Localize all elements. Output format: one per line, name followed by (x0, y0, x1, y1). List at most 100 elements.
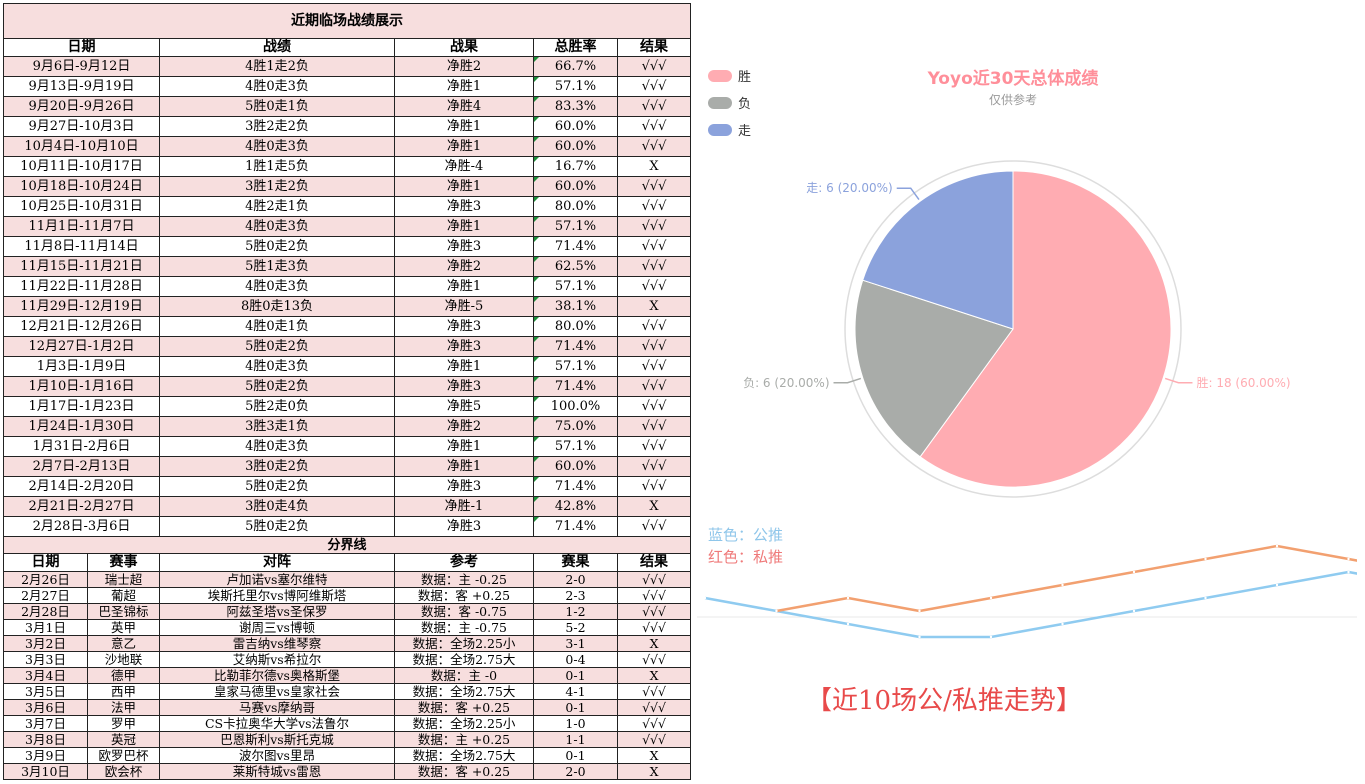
row-net: 净胜4 (394, 96, 534, 117)
row-date: 9月20日-9月26日 (3, 96, 160, 117)
match-score: 1-0 (533, 715, 618, 732)
row-winrate: 42.8% (533, 496, 618, 517)
series-point (989, 596, 993, 600)
row-date: 1月31日-2月6日 (3, 436, 160, 457)
column-header: 对阵 (159, 553, 395, 572)
match-date: 2月28日 (3, 603, 88, 620)
row-result: X (616, 496, 692, 517)
row-result: √√√ (616, 396, 692, 417)
match-league: 瑞士超 (87, 571, 160, 588)
table-title-row: 近期临场战绩展示 (2, 3, 692, 39)
row-net: 净胜1 (394, 136, 534, 157)
match-date: 3月6日 (3, 699, 88, 716)
pie-slice-走 (862, 170, 1014, 330)
match-date: 2月26日 (3, 571, 88, 588)
row-winrate: 80.0% (533, 316, 618, 337)
match-date: 3月5日 (3, 683, 88, 700)
row-result: √√√ (616, 436, 692, 457)
row-record: 8胜0走13负 (159, 296, 395, 317)
row-result: √√√ (616, 516, 692, 537)
row-net: 净胜1 (394, 116, 534, 137)
legend-item-走[interactable]: 走 (708, 116, 751, 143)
match-score: 0-1 (533, 667, 618, 684)
match-result: √√√ (616, 699, 692, 716)
match-league: 德甲 (87, 667, 160, 684)
match-tip: 数据：全场2.75大 (394, 651, 534, 668)
series-point (989, 635, 993, 639)
table-row: 11月15日-11月21日 5胜1走3负 净胜2 62.5% √√√ (3, 256, 692, 277)
table-row: 11月1日-11月7日 4胜0走3负 净胜1 57.1% √√√ (3, 216, 692, 237)
match-league: 罗甲 (87, 715, 160, 732)
legend-item-负[interactable]: 负 (708, 89, 751, 116)
match-tip: 数据：客 +0.25 (394, 699, 534, 716)
legend-item-胜[interactable]: 胜 (708, 62, 751, 89)
table-row: 12月27日-1月2日 5胜0走2负 净胜3 71.4% √√√ (3, 336, 692, 357)
row-record: 4胜1走2负 (159, 56, 395, 77)
row-date: 9月13日-9月19日 (3, 76, 160, 97)
row-date: 1月3日-1月9日 (3, 356, 160, 377)
match-score: 0-4 (533, 651, 618, 668)
row-result: √√√ (616, 56, 692, 77)
match-row: 2月27日 葡超 埃斯托里尔vs博阿维斯塔 数据：客 +0.25 2-3 √√√ (3, 587, 692, 604)
row-net: 净胜1 (394, 276, 534, 297)
row-winrate: 71.4% (533, 476, 618, 497)
row-net: 净胜1 (394, 76, 534, 97)
match-result: X (616, 763, 692, 780)
match-result: √√√ (616, 587, 692, 604)
row-net: 净胜1 (394, 456, 534, 477)
series-line-私推 (776, 544, 1357, 613)
row-net: 净胜3 (394, 476, 534, 497)
match-fixture: 巴恩斯利vs斯托克城 (159, 731, 395, 748)
column-header: 参考 (394, 553, 534, 572)
row-winrate: 60.0% (533, 176, 618, 197)
match-date: 2月27日 (3, 587, 88, 604)
row-record: 4胜0走1负 (159, 316, 395, 337)
series-point (1347, 570, 1350, 574)
match-league: 巴圣锦标 (87, 603, 160, 620)
row-date: 10月4日-10月10日 (3, 136, 160, 157)
row-result: √√√ (616, 476, 692, 497)
table-row: 9月6日-9月12日 4胜1走2负 净胜2 66.7% √√√ (3, 56, 692, 77)
column-header: 日期 (3, 38, 160, 57)
row-winrate: 100.0% (533, 396, 618, 417)
legend-swatch (708, 123, 732, 136)
table-row: 2月14日-2月20日 5胜0走2负 净胜3 71.4% √√√ (3, 476, 692, 497)
match-date: 3月8日 (3, 731, 88, 748)
row-result: X (616, 296, 692, 317)
match-row: 2月26日 瑞士超 卢加诺vs塞尔维特 数据：主 -0.25 2-0 √√√ (3, 571, 692, 588)
row-winrate: 60.0% (533, 116, 618, 137)
row-result: √√√ (616, 256, 692, 277)
match-fixture: 艾纳斯vs希拉尔 (159, 651, 395, 668)
series-point (1275, 583, 1279, 587)
row-result: √√√ (616, 316, 692, 337)
table-row: 9月27日-10月3日 3胜2走2负 净胜1 60.0% √√√ (3, 116, 692, 137)
match-fixture: 莱斯特城vs雷恩 (159, 763, 395, 780)
row-winrate: 57.1% (533, 276, 618, 297)
series-point (775, 609, 778, 613)
match-league: 法甲 (87, 699, 160, 716)
match-tip: 数据：主 -0.75 (394, 619, 534, 636)
row-net: 净胜3 (394, 376, 534, 397)
series-point (918, 609, 921, 613)
match-row: 3月9日 欧罗巴杯 波尔图vs里昂 数据：全场2.75大 0-1 X (3, 747, 692, 764)
table-row: 12月21日-12月26日 4胜0走1负 净胜3 80.0% √√√ (3, 316, 692, 337)
legend-label: 胜 (738, 70, 752, 85)
table-row: 11月22日-11月28日 4胜0走3负 净胜1 57.1% √√√ (3, 276, 692, 297)
match-date: 3月7日 (3, 715, 88, 732)
pie-slice-label: 走: 6 (20.00%) (806, 181, 892, 195)
row-net: 净胜2 (394, 56, 534, 77)
match-result: √√√ (616, 603, 692, 620)
series-point (846, 622, 850, 626)
table-row: 1月3日-1月9日 4胜0走3负 净胜1 57.1% √√√ (3, 356, 692, 377)
match-fixture: 埃斯托里尔vs博阿维斯塔 (159, 587, 395, 604)
row-result: √√√ (616, 456, 692, 477)
match-date: 3月3日 (3, 651, 88, 668)
column-header: 赛果 (533, 553, 618, 572)
column-header: 赛事 (87, 553, 160, 572)
row-result: √√√ (616, 176, 692, 197)
row-date: 1月17日-1月23日 (3, 396, 160, 417)
row-date: 11月22日-11月28日 (3, 276, 160, 297)
match-fixture: 马赛vs摩纳哥 (159, 699, 395, 716)
series-point (1204, 557, 1207, 561)
row-date: 9月6日-9月12日 (3, 56, 160, 77)
